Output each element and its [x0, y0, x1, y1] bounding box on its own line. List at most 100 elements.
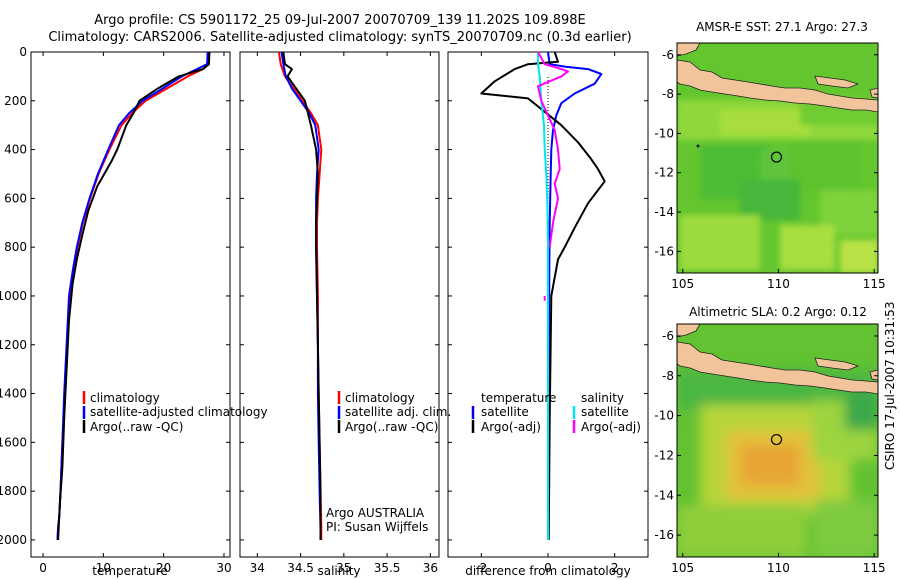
x-tick-label: 35	[336, 561, 351, 575]
series-line	[480, 52, 606, 540]
land-madura	[814, 75, 860, 89]
sst-patch	[790, 140, 860, 190]
y-tick-label: 1200	[0, 338, 27, 352]
difference-axis-label: difference from climatology	[465, 564, 631, 578]
legend-label-temp-argo: Argo(-adj)	[481, 420, 541, 434]
figure-title-line1: Argo profile: CS 5901172_25 09-Jul-2007 …	[94, 13, 585, 28]
salinity-x-axis: 34 34.5 35 35.5 36	[250, 52, 438, 575]
legend-label-sal-argo: Argo(-adj)	[581, 420, 641, 434]
sst-map-axes: -6 -8 -10 -12 -14 -16 105 110 115	[654, 48, 885, 291]
x-tick-label: 30	[216, 561, 231, 575]
map-y-tick-label: -16	[654, 244, 674, 258]
map-y-tick-label: -16	[654, 528, 674, 542]
series-line	[57, 52, 211, 540]
legend-label-argo: Argo(..raw -QC)	[345, 420, 438, 434]
temperature-axis-label: temperature	[92, 564, 167, 578]
difference-legend: temperature satellite Argo(-adj) salinit…	[471, 391, 641, 434]
y-tick-label: 1000	[0, 289, 27, 303]
temperature-series	[56, 52, 211, 540]
argo-owner-annotation: Argo AUSTRALIA	[326, 506, 425, 520]
pi-annotation: PI: Susan Wijffels	[326, 520, 428, 534]
y-tick-label: 800	[4, 240, 27, 254]
map-y-tick-label: -6	[662, 48, 674, 62]
y-tick-label: 200	[4, 94, 27, 108]
legend-label-satellite-adj: satellite adj. clim.	[345, 405, 451, 419]
salinity-legend: climatology satellite adj. clim. Argo(..…	[337, 391, 451, 434]
temperature-legend: climatology satellite-adjusted climatolo…	[82, 391, 268, 434]
x-tick-label: 34.5	[287, 561, 314, 575]
sst-patch	[680, 215, 760, 270]
x-tick-label: -2	[475, 561, 487, 575]
sst-map-frame	[676, 42, 879, 274]
land-java	[677, 59, 878, 113]
depth-axis: 0 200 400 600 800 1000 1200 1400 1600 1800 2000	[0, 45, 648, 547]
sla-map-axes: -6 -8 -10 -12 -14 -16 105 110 115	[654, 329, 885, 575]
series-line	[282, 52, 322, 540]
sla-map	[677, 324, 878, 557]
sla-patch	[845, 390, 878, 430]
land-bali	[869, 369, 878, 381]
land-madura	[814, 357, 860, 371]
map-x-tick-label: 115	[863, 561, 886, 575]
salinity-axis-label: salinity	[317, 564, 360, 578]
series-line	[547, 52, 603, 540]
legend-label-sal-satellite: satellite	[581, 405, 629, 419]
series-line	[56, 52, 209, 540]
x-tick-label: 2	[611, 561, 619, 575]
series-line	[537, 52, 549, 540]
island-speck	[696, 144, 700, 148]
land-java	[677, 341, 878, 395]
map-y-tick-label: -8	[662, 87, 674, 101]
salinity-series	[277, 52, 323, 540]
series-line	[280, 52, 322, 540]
legend-label-climatology: climatology	[90, 391, 160, 405]
sla-field	[677, 370, 878, 557]
map-x-tick-label: 110	[767, 561, 790, 575]
salinity-axes	[239, 51, 440, 558]
sst-patch	[720, 110, 810, 135]
x-tick-label: 10	[96, 561, 111, 575]
map-y-tick-label: -14	[654, 205, 674, 219]
sst-map-title: AMSR-E SST: 27.1 Argo: 27.3	[696, 20, 868, 34]
y-tick-label: 1800	[0, 484, 27, 498]
sla-map-frame	[676, 323, 879, 558]
map-x-tick-label: 105	[671, 277, 694, 291]
legend-header-salinity: salinity	[581, 391, 624, 405]
map-x-tick-label: 115	[863, 277, 886, 291]
production-stamp: CSIRO 17-Jul-2007 10:31:53	[883, 302, 897, 470]
legend-label-satellite-adjusted: satellite-adjusted climatology	[90, 405, 268, 419]
map-y-tick-label: -6	[662, 329, 674, 343]
series-line	[537, 52, 569, 248]
legend-label-argo: Argo(..raw -QC)	[90, 420, 183, 434]
map-y-tick-label: -14	[654, 488, 674, 502]
y-tick-label: 0	[19, 45, 27, 59]
sla-patch	[815, 500, 878, 557]
x-tick-label: 20	[156, 561, 171, 575]
land-sumatra	[677, 43, 701, 57]
sla-map-title: Altimetric SLA: 0.2 Argo: 0.12	[689, 305, 867, 319]
difference-series	[480, 52, 606, 540]
x-tick-label: 35.5	[374, 561, 401, 575]
map-y-tick-label: -12	[654, 166, 674, 180]
map-y-tick-label: -10	[654, 409, 674, 423]
x-tick-label: 34	[250, 561, 265, 575]
y-tick-label: 1600	[0, 435, 27, 449]
series-line	[56, 52, 210, 540]
sst-patch	[760, 150, 790, 180]
x-tick-label: 36	[423, 561, 438, 575]
sst-patch	[780, 225, 835, 270]
difference-x-axis: -2 0 2	[475, 52, 618, 575]
y-tick-label: 600	[4, 191, 27, 205]
map-y-tick-label: -12	[654, 448, 674, 462]
y-tick-label: 400	[4, 143, 27, 157]
legend-header-temperature: temperature	[481, 391, 556, 405]
map-x-tick-label: 110	[767, 277, 790, 291]
map-x-tick-label: 105	[671, 561, 694, 575]
legend-label-climatology: climatology	[345, 391, 415, 405]
y-tick-label: 1400	[0, 387, 27, 401]
map-y-tick-label: -8	[662, 369, 674, 383]
sla-patch	[677, 505, 807, 557]
sst-patch	[740, 180, 800, 220]
sst-land-java	[677, 43, 878, 148]
